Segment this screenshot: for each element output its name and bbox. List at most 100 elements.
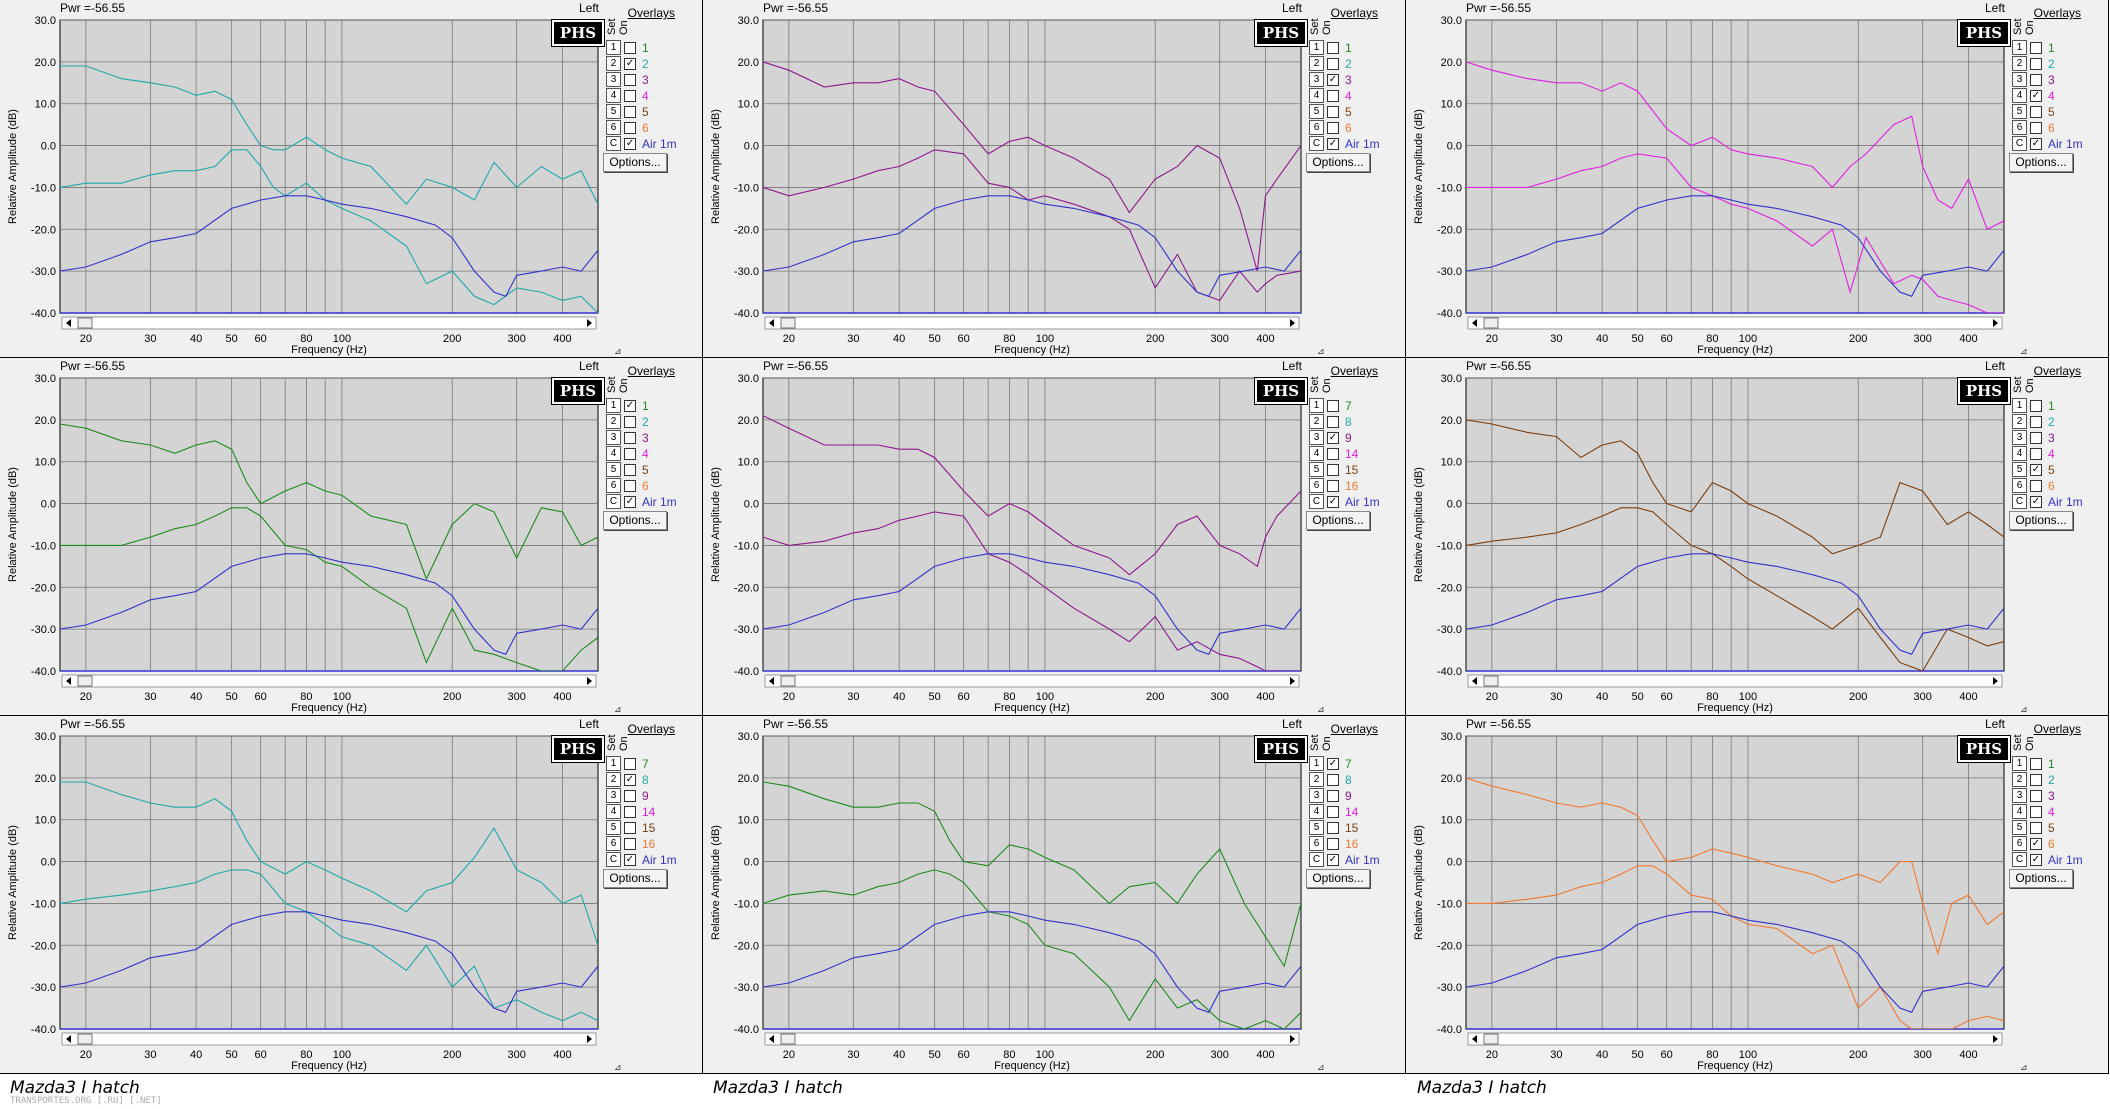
overlay-checkbox[interactable]: [2030, 789, 2042, 802]
overlay-checkbox[interactable]: ✓: [624, 137, 636, 150]
overlay-checkbox[interactable]: [624, 105, 636, 118]
overlay-checkbox[interactable]: [1327, 821, 1339, 834]
overlay-checkbox[interactable]: [2030, 399, 2042, 412]
set-button[interactable]: 6: [606, 478, 621, 493]
set-button[interactable]: 6: [606, 836, 621, 851]
set-button[interactable]: 6: [1309, 478, 1324, 493]
options-button[interactable]: Options...: [2009, 511, 2073, 530]
set-button[interactable]: C: [606, 494, 621, 509]
overlay-checkbox[interactable]: ✓: [1327, 73, 1339, 86]
set-button[interactable]: 5: [2012, 462, 2027, 477]
overlay-checkbox[interactable]: [2030, 431, 2042, 444]
overlay-checkbox[interactable]: [624, 463, 636, 476]
overlay-checkbox[interactable]: [1327, 479, 1339, 492]
set-button[interactable]: 1: [1309, 40, 1324, 55]
overlay-checkbox[interactable]: ✓: [1327, 757, 1339, 770]
overlay-checkbox[interactable]: [624, 431, 636, 444]
set-button[interactable]: 1: [606, 398, 621, 413]
set-button[interactable]: 5: [2012, 104, 2027, 119]
set-button[interactable]: 4: [2012, 88, 2027, 103]
set-button[interactable]: 1: [2012, 756, 2027, 771]
set-button[interactable]: C: [1309, 852, 1324, 867]
set-button[interactable]: 2: [2012, 56, 2027, 71]
set-button[interactable]: 5: [2012, 820, 2027, 835]
set-button[interactable]: 5: [1309, 820, 1324, 835]
overlay-checkbox[interactable]: [624, 89, 636, 102]
overlay-checkbox[interactable]: [624, 757, 636, 770]
set-button[interactable]: 2: [606, 414, 621, 429]
set-button[interactable]: 6: [1309, 120, 1324, 135]
set-button[interactable]: 1: [2012, 398, 2027, 413]
set-button[interactable]: C: [606, 852, 621, 867]
overlay-checkbox[interactable]: [1327, 837, 1339, 850]
set-button[interactable]: 6: [1309, 836, 1324, 851]
overlay-checkbox[interactable]: [2030, 447, 2042, 460]
set-button[interactable]: 3: [1309, 430, 1324, 445]
set-button[interactable]: 3: [2012, 788, 2027, 803]
set-button[interactable]: 4: [606, 88, 621, 103]
set-button[interactable]: 6: [606, 120, 621, 135]
options-button[interactable]: Options...: [2009, 869, 2073, 888]
set-button[interactable]: 3: [2012, 430, 2027, 445]
overlay-checkbox[interactable]: ✓: [1327, 431, 1339, 444]
set-button[interactable]: 2: [2012, 772, 2027, 787]
set-button[interactable]: 4: [2012, 446, 2027, 461]
set-button[interactable]: 2: [2012, 414, 2027, 429]
set-button[interactable]: 1: [606, 40, 621, 55]
overlay-checkbox[interactable]: [624, 415, 636, 428]
overlay-checkbox[interactable]: [1327, 89, 1339, 102]
options-button[interactable]: Options...: [1306, 869, 1370, 888]
set-button[interactable]: C: [606, 136, 621, 151]
overlay-checkbox[interactable]: ✓: [1327, 853, 1339, 866]
options-button[interactable]: Options...: [603, 153, 667, 172]
overlay-checkbox[interactable]: [1327, 399, 1339, 412]
overlay-checkbox[interactable]: ✓: [624, 853, 636, 866]
options-button[interactable]: Options...: [1306, 153, 1370, 172]
set-button[interactable]: 5: [1309, 104, 1324, 119]
set-button[interactable]: 1: [2012, 40, 2027, 55]
set-button[interactable]: C: [1309, 136, 1324, 151]
overlay-checkbox[interactable]: [1327, 105, 1339, 118]
options-button[interactable]: Options...: [1306, 511, 1370, 530]
overlay-checkbox[interactable]: [624, 41, 636, 54]
overlay-checkbox[interactable]: [2030, 415, 2042, 428]
set-button[interactable]: 2: [606, 772, 621, 787]
overlay-checkbox[interactable]: ✓: [2030, 89, 2042, 102]
overlay-checkbox[interactable]: [1327, 463, 1339, 476]
set-button[interactable]: 4: [2012, 804, 2027, 819]
overlay-checkbox[interactable]: ✓: [1327, 137, 1339, 150]
set-button[interactable]: 4: [1309, 446, 1324, 461]
set-button[interactable]: C: [2012, 494, 2027, 509]
overlay-checkbox[interactable]: ✓: [2030, 837, 2042, 850]
set-button[interactable]: 3: [606, 72, 621, 87]
overlay-checkbox[interactable]: [1327, 121, 1339, 134]
set-button[interactable]: 6: [2012, 120, 2027, 135]
overlay-checkbox[interactable]: [2030, 41, 2042, 54]
set-button[interactable]: 5: [606, 820, 621, 835]
set-button[interactable]: 3: [606, 788, 621, 803]
overlay-checkbox[interactable]: [2030, 121, 2042, 134]
overlay-checkbox[interactable]: ✓: [2030, 495, 2042, 508]
set-button[interactable]: 1: [606, 756, 621, 771]
set-button[interactable]: 5: [606, 462, 621, 477]
options-button[interactable]: Options...: [2009, 153, 2073, 172]
set-button[interactable]: 4: [606, 446, 621, 461]
overlay-checkbox[interactable]: [1327, 57, 1339, 70]
options-button[interactable]: Options...: [603, 511, 667, 530]
set-button[interactable]: 1: [1309, 756, 1324, 771]
set-button[interactable]: 4: [1309, 804, 1324, 819]
overlay-checkbox[interactable]: [1327, 789, 1339, 802]
overlay-checkbox[interactable]: [1327, 447, 1339, 460]
overlay-checkbox[interactable]: [2030, 479, 2042, 492]
set-button[interactable]: 5: [606, 104, 621, 119]
set-button[interactable]: 3: [1309, 72, 1324, 87]
set-button[interactable]: 6: [2012, 478, 2027, 493]
overlay-checkbox[interactable]: [2030, 805, 2042, 818]
overlay-checkbox[interactable]: [2030, 773, 2042, 786]
overlay-checkbox[interactable]: ✓: [624, 57, 636, 70]
overlay-checkbox[interactable]: [2030, 105, 2042, 118]
overlay-checkbox[interactable]: ✓: [2030, 853, 2042, 866]
overlay-checkbox[interactable]: [2030, 757, 2042, 770]
overlay-checkbox[interactable]: ✓: [2030, 137, 2042, 150]
set-button[interactable]: 3: [606, 430, 621, 445]
